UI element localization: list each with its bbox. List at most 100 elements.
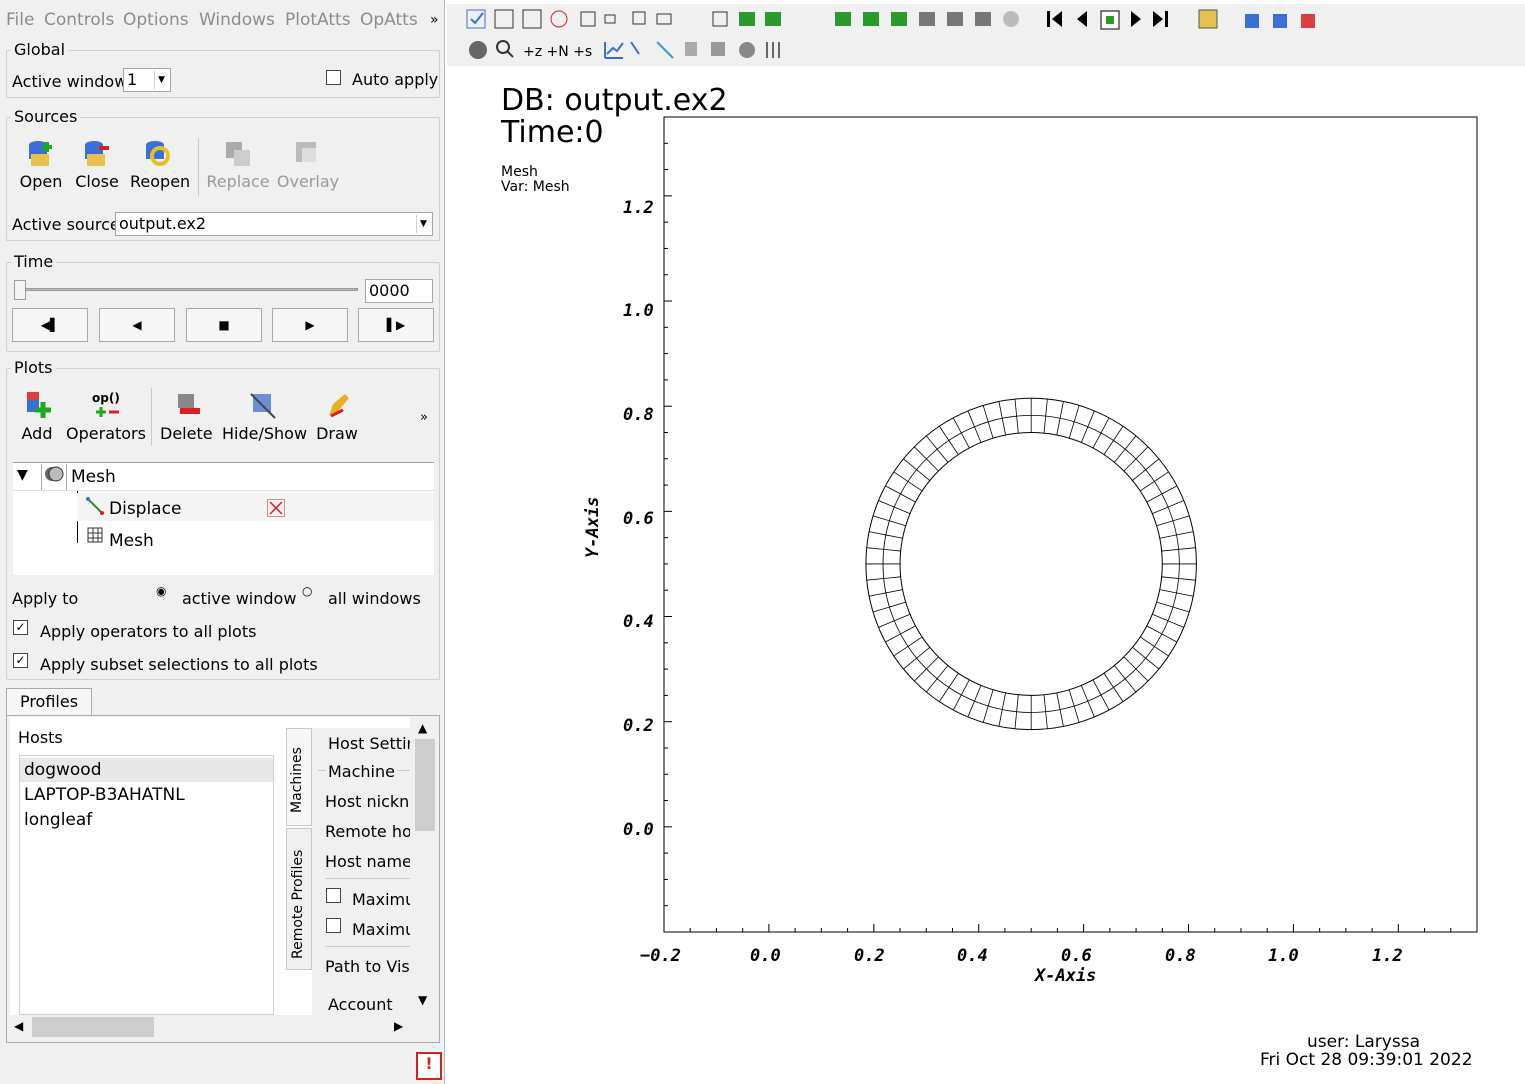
step-forward-button[interactable]: ▌▶: [358, 308, 434, 342]
expand-triangle-icon[interactable]: ▼: [17, 467, 28, 483]
y-tick-label: 0.2: [623, 716, 654, 736]
menu-file[interactable]: File: [6, 10, 35, 30]
apply-subset-label: Apply subset selections to all plots: [40, 655, 318, 674]
remove-operator-icon[interactable]: [267, 499, 285, 517]
y-tick-label: 0.8: [623, 405, 654, 425]
overlay-icon: [296, 142, 316, 162]
menu-opatts[interactable]: OpAtts: [360, 10, 418, 30]
active-source-select[interactable]: output.ex2 ▼: [115, 212, 433, 236]
menu-plotatts[interactable]: PlotAtts: [285, 10, 351, 30]
plot-name: Mesh: [71, 467, 116, 487]
plot-list: ▼ Mesh Displace Mesh: [13, 462, 434, 575]
open-button[interactable]: Open: [16, 138, 66, 191]
user-annotation: user: Laryssa: [1307, 1032, 1420, 1052]
chevron-down-icon: ▼: [416, 215, 430, 233]
output-icon[interactable]: !: [416, 1052, 442, 1080]
active-window-radio[interactable]: ◉: [156, 584, 167, 598]
plots-title: Plots: [11, 358, 56, 377]
tab-profiles[interactable]: Profiles: [6, 688, 92, 716]
play-button[interactable]: ▶: [272, 308, 348, 342]
plots-more-button[interactable]: »: [420, 410, 428, 425]
scroll-thumb[interactable]: [32, 1017, 154, 1037]
menu-more[interactable]: »: [430, 12, 439, 28]
maximum-nodes-label: Maximur: [352, 890, 410, 909]
divider: [325, 878, 410, 879]
host-item[interactable]: longleaf: [24, 810, 93, 830]
toolbar-divider: [198, 138, 199, 196]
maximum-nodes-checkbox[interactable]: [326, 888, 341, 903]
maximum-processors-checkbox[interactable]: [326, 918, 341, 933]
auto-apply-checkbox[interactable]: [326, 70, 341, 85]
apply-operators-checkbox[interactable]: ✓: [13, 620, 28, 635]
host-settings-label: Host Setting: [328, 734, 410, 753]
scroll-right-icon[interactable]: ▶: [394, 1019, 404, 1033]
x-tick-label: 0.2: [854, 946, 885, 966]
time-slider-handle[interactable]: [14, 280, 26, 300]
menu-bar: File Controls Options Windows PlotAtts O…: [0, 0, 445, 40]
axis-ticks: [663, 116, 1478, 933]
hosts-label: Hosts: [18, 728, 63, 747]
operators-button[interactable]: op() Operators: [66, 391, 146, 443]
date-annotation: Fri Oct 28 09:39:01 2022: [1260, 1050, 1473, 1070]
active-window-label: Active window: [12, 72, 128, 91]
stop-button[interactable]: ■: [186, 308, 262, 342]
maximum-processors-label: Maximur: [352, 920, 410, 939]
auto-apply-label: Auto apply: [352, 70, 439, 89]
visibility-icon[interactable]: [41, 464, 67, 490]
menu-controls[interactable]: Controls: [44, 10, 115, 30]
add-plot-button[interactable]: Add: [14, 390, 60, 443]
horizontal-scrollbar[interactable]: ◀ ▶: [10, 1015, 410, 1039]
y-tick-label: 1.0: [623, 301, 654, 321]
close-button[interactable]: Close: [72, 138, 122, 191]
operator-row-displace[interactable]: Displace: [77, 493, 434, 521]
subplot-row-mesh[interactable]: Mesh: [77, 525, 434, 553]
play-back-button[interactable]: ◀: [99, 308, 175, 342]
all-windows-radio[interactable]: ○: [302, 584, 313, 598]
plot-row-mesh[interactable]: ▼ Mesh: [13, 463, 434, 491]
y-tick-label: 0.4: [623, 612, 654, 632]
tab-machines[interactable]: Machines: [286, 728, 312, 826]
overlay-button[interactable]: Overlay: [276, 138, 340, 191]
host-name-aliases-label: Host name a: [325, 852, 410, 871]
toolbar-divider: [151, 388, 152, 446]
host-item[interactable]: dogwood: [20, 758, 273, 782]
replace-button[interactable]: Replace: [206, 138, 270, 191]
apply-operators-label: Apply operators to all plots: [40, 622, 257, 641]
divider: [325, 946, 410, 947]
reopen-button[interactable]: Reopen: [130, 138, 190, 191]
scroll-left-icon[interactable]: ◀: [14, 1019, 24, 1033]
toolbar-interaction: +z +N +s: [447, 34, 1525, 66]
vertical-scrollbar[interactable]: ▲ ▼: [412, 717, 438, 1015]
scroll-thumb[interactable]: [415, 739, 435, 831]
toolbar-icons: [466, 9, 1315, 30]
apply-to-label: Apply to: [12, 589, 79, 608]
x-tick-label: 1.2: [1372, 946, 1403, 966]
close-database-icon: [85, 141, 109, 166]
apply-subset-checkbox[interactable]: ✓: [13, 653, 28, 668]
delete-button[interactable]: Delete: [160, 390, 213, 443]
sources-title: Sources: [11, 107, 81, 126]
y-tick-label: 1.2: [623, 198, 654, 218]
menu-windows[interactable]: Windows: [199, 10, 275, 30]
all-windows-radio-label: all windows: [328, 589, 421, 608]
draw-pencil-icon: [329, 394, 349, 418]
mesh-ring: [865, 397, 1197, 731]
scroll-down-icon[interactable]: ▼: [418, 993, 428, 1007]
scroll-up-icon[interactable]: ▲: [418, 721, 428, 735]
menu-options[interactable]: Options: [123, 10, 189, 30]
tab-remote-profiles[interactable]: Remote Profiles: [286, 828, 312, 970]
replace-icon: [226, 142, 250, 166]
hide-show-button[interactable]: Hide/Show: [222, 390, 307, 443]
host-item[interactable]: LAPTOP-B3AHATNL: [24, 785, 185, 805]
time-slider-track[interactable]: [14, 288, 358, 291]
active-window-select[interactable]: 1 ▼: [123, 68, 171, 92]
visualization-window[interactable]: DB: output.ex2 Time:0 Mesh Var: Mesh 1.2…: [447, 66, 1525, 1084]
ring-boundary: [899, 431, 1163, 696]
ring-mid: [882, 414, 1180, 713]
svg-text:op(): op(): [92, 391, 120, 405]
step-back-button[interactable]: ◀▌: [12, 308, 88, 342]
x-tick-label: 0.6: [1061, 946, 1092, 966]
plot-frame: [663, 116, 1478, 933]
draw-button[interactable]: Draw: [314, 390, 360, 443]
time-field[interactable]: 0000: [365, 279, 433, 303]
